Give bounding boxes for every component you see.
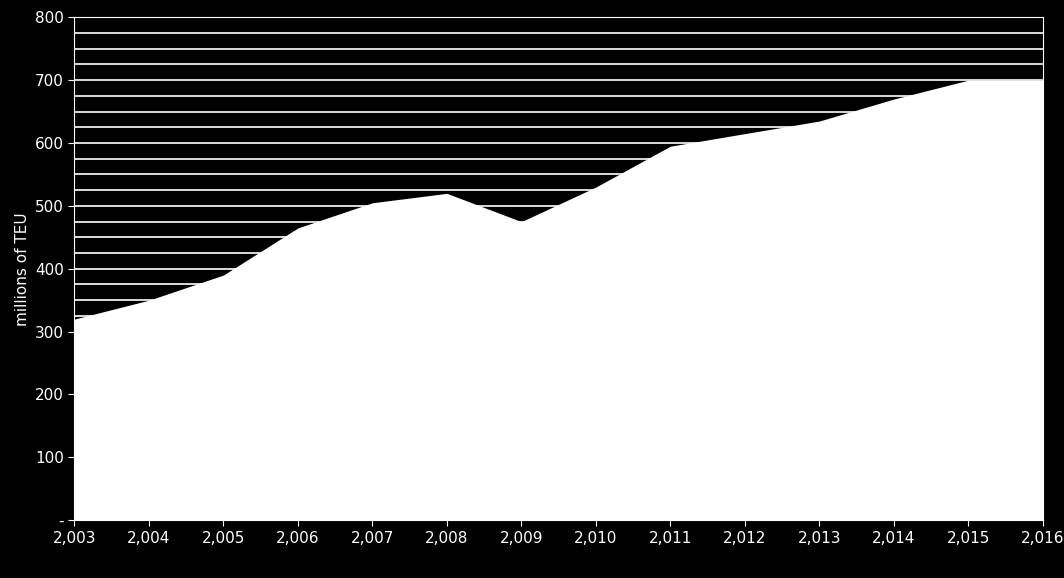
Y-axis label: millions of TEU: millions of TEU: [15, 212, 30, 325]
